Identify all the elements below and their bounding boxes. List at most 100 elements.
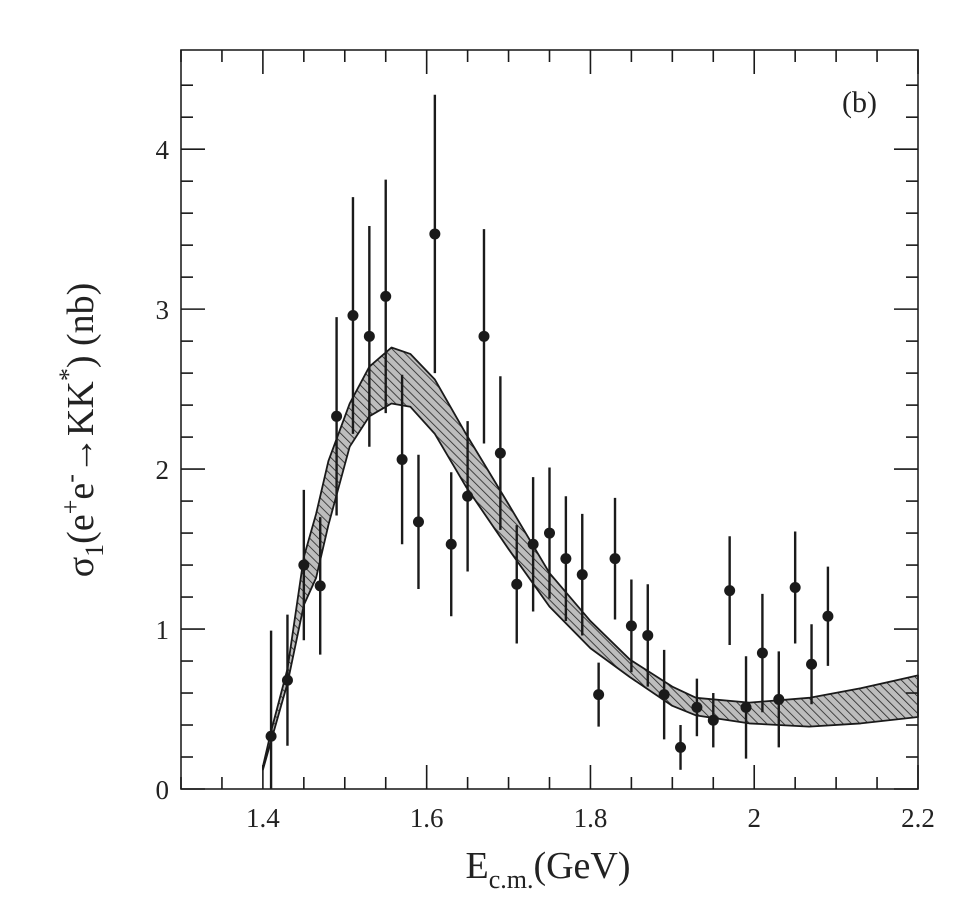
point-marker bbox=[281, 674, 293, 686]
y-tick-label: 4 bbox=[156, 135, 170, 165]
point-marker bbox=[576, 569, 588, 581]
point-marker bbox=[412, 516, 424, 528]
data-point bbox=[691, 678, 703, 737]
x-tick-label: 1.4 bbox=[246, 803, 280, 833]
point-marker bbox=[363, 330, 375, 342]
data-point bbox=[756, 593, 768, 713]
point-marker bbox=[806, 658, 818, 670]
x-tick-label: 2 bbox=[747, 803, 761, 833]
data-point bbox=[478, 229, 490, 444]
point-marker bbox=[314, 580, 326, 592]
point-marker bbox=[544, 527, 555, 539]
point-marker bbox=[773, 693, 785, 705]
y-label-sup-star: * bbox=[54, 368, 83, 381]
data-point bbox=[331, 317, 343, 516]
data-point bbox=[642, 584, 654, 687]
data-point bbox=[265, 630, 277, 789]
data-point bbox=[347, 197, 359, 434]
y-label-open: (e bbox=[60, 514, 102, 544]
data-point bbox=[658, 649, 670, 740]
point-marker bbox=[593, 689, 605, 701]
y-tick-label: 1 bbox=[156, 615, 170, 645]
data-point bbox=[822, 566, 834, 666]
point-marker bbox=[527, 538, 539, 550]
point-marker bbox=[347, 310, 359, 322]
panel-label: (b) bbox=[842, 86, 877, 119]
data-point bbox=[412, 454, 424, 590]
y-label-sup-minus: - bbox=[56, 474, 85, 483]
y-label-sup-plus: + bbox=[56, 500, 85, 515]
x-axis-label: Ec.m.(GeV) bbox=[465, 845, 630, 894]
data-point bbox=[380, 179, 392, 414]
point-marker bbox=[462, 490, 474, 502]
point-marker bbox=[380, 290, 392, 302]
y-label-sigma: σ bbox=[60, 557, 102, 577]
data-point bbox=[314, 517, 326, 655]
data-point bbox=[511, 525, 523, 644]
point-marker bbox=[331, 410, 343, 422]
point-marker bbox=[740, 701, 752, 713]
data-point bbox=[675, 725, 687, 770]
point-marker bbox=[675, 741, 687, 753]
ticks-layer: 1.4 1.6 1.8 2 2.2 0 1 2 3 4 bbox=[156, 50, 935, 833]
data-point bbox=[298, 489, 310, 641]
point-marker bbox=[445, 538, 457, 550]
data-point bbox=[445, 472, 457, 617]
data-point bbox=[707, 693, 719, 748]
data-point bbox=[396, 374, 408, 545]
point-marker bbox=[609, 553, 621, 565]
point-marker bbox=[707, 714, 719, 726]
data-point bbox=[806, 624, 818, 705]
point-marker bbox=[298, 559, 310, 571]
y-tick-label: 3 bbox=[156, 295, 170, 325]
point-marker bbox=[429, 228, 441, 240]
y-label-close: ) (nb) bbox=[60, 283, 102, 368]
data-point bbox=[527, 477, 539, 612]
data-point bbox=[789, 531, 801, 644]
data-point bbox=[429, 94, 441, 374]
point-marker bbox=[560, 553, 572, 565]
point-marker bbox=[642, 629, 654, 641]
point-marker bbox=[478, 330, 490, 342]
data-points-layer bbox=[265, 94, 834, 789]
data-point bbox=[363, 225, 375, 447]
x-tick-label: 2.2 bbox=[901, 803, 935, 833]
fit-band bbox=[261, 346, 919, 771]
fit-band-layer bbox=[261, 346, 919, 771]
data-point bbox=[462, 421, 474, 572]
x-tick-label: 1.8 bbox=[574, 803, 608, 833]
y-axis-label: σ1(e+e-→KK*) (nb) bbox=[54, 283, 109, 578]
data-point bbox=[773, 651, 785, 748]
point-marker bbox=[691, 701, 703, 713]
data-point bbox=[724, 536, 736, 646]
x-label-main: E bbox=[465, 845, 488, 887]
data-point bbox=[609, 497, 621, 620]
point-marker bbox=[724, 585, 736, 597]
y-label-e2: e bbox=[60, 483, 102, 500]
point-marker bbox=[265, 730, 277, 742]
data-point bbox=[281, 614, 293, 746]
point-marker bbox=[494, 447, 506, 459]
data-point bbox=[593, 662, 605, 727]
y-label-arrow: →KK bbox=[60, 381, 102, 474]
point-marker bbox=[625, 620, 637, 632]
point-marker bbox=[789, 581, 801, 593]
data-point bbox=[494, 376, 506, 530]
point-marker bbox=[822, 610, 834, 622]
y-tick-label: 2 bbox=[156, 455, 170, 485]
data-point bbox=[560, 496, 572, 622]
point-marker bbox=[511, 578, 523, 590]
x-tick-label: 1.6 bbox=[410, 803, 444, 833]
point-marker bbox=[396, 453, 408, 465]
x-label-unit: (GeV) bbox=[533, 845, 630, 887]
data-point bbox=[625, 579, 637, 673]
y-tick-label: 0 bbox=[156, 775, 170, 805]
y-label-sub: 1 bbox=[80, 544, 109, 557]
data-point bbox=[576, 513, 588, 636]
point-marker bbox=[756, 647, 768, 659]
point-marker bbox=[658, 689, 670, 701]
x-label-sub: c.m. bbox=[489, 865, 534, 894]
data-point bbox=[740, 656, 752, 759]
data-point bbox=[544, 467, 555, 599]
